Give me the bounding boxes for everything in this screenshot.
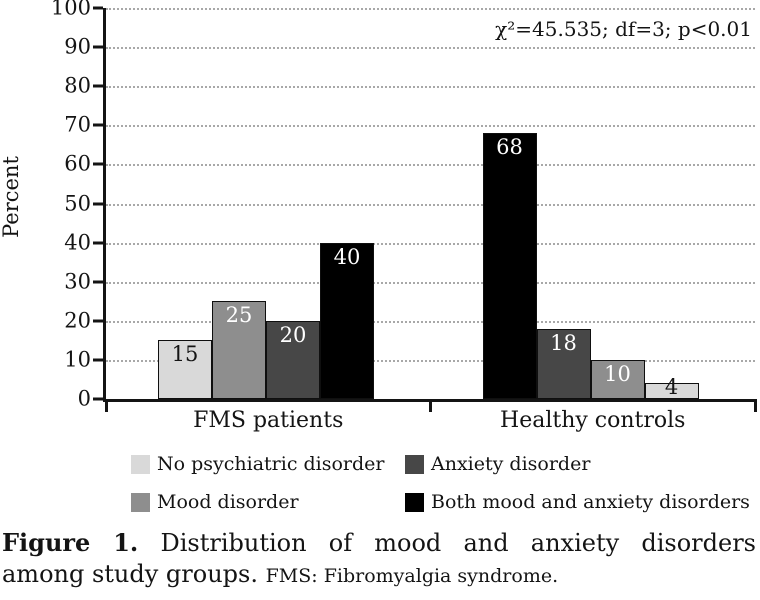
y-tick-label: 90 [64,34,91,59]
gridline-90 [106,47,755,50]
y-tick-label: 60 [64,151,91,176]
legend-label: Anxiety disorder [431,453,591,475]
gridline-70 [106,125,755,128]
bar: 4 [644,377,699,399]
y-tick-label: 40 [64,230,91,255]
legend-swatch [131,454,150,474]
gridline-30 [106,281,755,284]
legend-label: No psychiatric disorder [157,453,385,475]
gridline-50 [106,203,755,206]
caption-line-1: Figure 1. Distribution of mood and anxie… [2,527,756,559]
legend-item: Both mood and anxiety disorders [405,491,750,513]
chi-square-annotation: χ²=45.535; df=3; p<0.01 [495,17,752,41]
y-tick-label: 10 [64,347,91,372]
figure-caption: Figure 1. Distribution of mood and anxie… [2,527,756,592]
bar: 68 [482,133,537,399]
caption-text-line1: Distribution of mood and anxiety disorde… [160,529,757,557]
bar: 20 [266,320,320,399]
y-tick [93,280,103,284]
legend-swatch [131,492,150,512]
bar-value-label: 4 [664,375,679,400]
y-tick [93,397,103,401]
x-tick [753,399,757,412]
y-tick [93,319,103,323]
bar: 15 [158,340,212,399]
bar-value-label: 40 [333,244,361,269]
y-tick [93,162,103,166]
bar: 10 [590,359,645,399]
bar-value-label: 18 [550,330,577,355]
legend-item: No psychiatric disorder [131,453,405,475]
category-label: FMS patients [193,408,344,433]
y-tick [93,6,103,10]
gridline-60 [106,164,755,167]
bar-value-label: 20 [279,322,307,347]
category-label: Healthy controls [500,408,686,433]
y-tick-label: 30 [64,269,91,294]
y-tick [93,202,103,205]
legend: No psychiatric disorder Anxiety disorder M… [131,453,750,513]
bar: 18 [536,328,591,399]
legend-label: Both mood and anxiety disorders [431,491,750,513]
y-tick [93,358,103,362]
bar-value-label: 10 [604,361,631,386]
caption-abbreviation-note: FMS: Fibromyalgia syndrome. [265,565,559,587]
legend-swatch [405,492,424,512]
legend-swatch [405,454,424,474]
legend-label: Mood disorder [157,491,299,513]
bar: 40 [320,242,374,399]
legend-item: Mood disorder [131,491,405,513]
gridline-100 [106,8,755,10]
y-tick-label: 100 [50,0,91,20]
y-tick-label: 0 [77,386,91,411]
bar: 25 [212,301,266,399]
gridline-40 [106,242,755,245]
gridline-10 [106,359,755,362]
y-tick-label: 50 [64,191,91,215]
caption-text-line2: among study groups. [2,560,258,588]
y-tick-label: 20 [64,308,91,333]
caption-figure-label: Figure 1. [2,528,139,557]
legend-item: Anxiety disorder [405,453,750,475]
y-tick-label: 70 [64,112,91,137]
plot-area: χ²=45.535; df=3; p<0.01 0 10 20 30 40 50 60 70 8… [51,0,757,433]
caption-line-2: among study groups. FMS: Fibromyalgia sy… [2,559,756,592]
y-tick [93,241,103,245]
x-tick [429,399,432,412]
y-axis-title: Percent [0,156,23,238]
gridline-80 [106,86,755,89]
y-tick [93,84,103,88]
x-tick [104,399,108,412]
bar-value-label: 15 [171,342,199,367]
y-tick-label: 80 [64,73,91,98]
y-tick [93,45,103,49]
bar-value-label: 68 [496,135,523,160]
y-tick [93,123,103,127]
bar-value-label: 25 [225,303,253,328]
gridline-20 [106,320,755,323]
